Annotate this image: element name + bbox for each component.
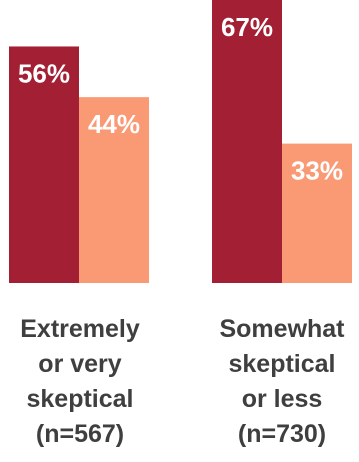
category-label-line: (n=730) <box>237 420 327 448</box>
bar-series0-cat1 <box>212 0 282 283</box>
category-label-line: or less <box>241 385 323 413</box>
category-label-somewhat: Somewhat skeptical or less (n=730) <box>202 312 359 452</box>
category-label-line: skeptical <box>228 350 336 378</box>
category-label-extremely: Extremely or very skeptical (n=567) <box>0 312 160 452</box>
bar-series1-cat1 <box>282 143 352 283</box>
category-label-line: (n=567) <box>35 420 125 448</box>
data-label-series1-cat1: 33% <box>291 156 343 186</box>
data-label-series0-cat0: 56% <box>18 58 70 88</box>
data-label-series0-cat1: 67% <box>221 12 273 42</box>
bar-series0-cat0 <box>9 46 79 284</box>
category-label-line: Extremely <box>20 315 140 343</box>
category-label-line: Somewhat <box>219 315 345 343</box>
bar-series1-cat0 <box>79 97 149 283</box>
data-label-series1-cat0: 44% <box>88 109 140 139</box>
category-label-line: or very <box>38 350 122 378</box>
category-label-line: skeptical <box>26 385 134 413</box>
